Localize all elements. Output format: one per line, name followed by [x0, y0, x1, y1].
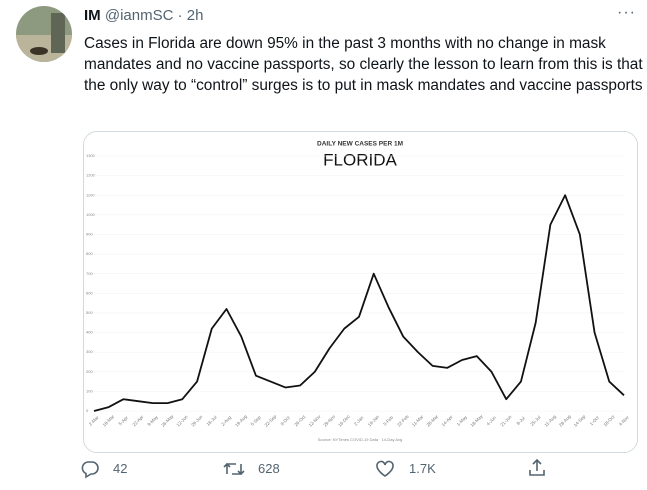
- timestamp[interactable]: 2h: [186, 7, 204, 24]
- x-tick-label: 1-Oct: [589, 415, 601, 427]
- y-tick-label: 1200: [86, 173, 96, 178]
- y-tick-label: 1000: [86, 212, 96, 217]
- retweet-count: 628: [258, 461, 280, 476]
- chart-subtitle: DAILY NEW CASES PER 1M: [317, 141, 403, 148]
- line: [93, 194, 625, 412]
- y-tick-label: 1100: [86, 192, 95, 197]
- reply-count: 42: [113, 461, 128, 476]
- y-tick-label: 900: [86, 232, 93, 237]
- chart-source: Source: NYTimes COVID-19 Data · 14-Day A…: [318, 437, 402, 442]
- media-card[interactable]: DAILY NEW CASES PER 1M FLORIDA Source: N…: [83, 131, 638, 453]
- y-tick-label: 0: [86, 408, 89, 413]
- separator: ·: [177, 7, 183, 24]
- handle[interactable]: @ianmSC: [104, 7, 174, 24]
- y-tick-label: 800: [86, 251, 93, 256]
- y-tick-label: 1300: [86, 153, 96, 158]
- x-tick-label: 2-Jan: [353, 415, 365, 427]
- x-tick-label: 9-Oct: [280, 415, 292, 427]
- x-tick-label: 8-Jul: [516, 416, 526, 426]
- avatar[interactable]: [15, 5, 73, 63]
- x-tick-label: 4-Jun: [486, 415, 498, 427]
- display-name[interactable]: IM: [84, 7, 101, 24]
- like-count: 1.7K: [409, 461, 436, 476]
- y-tick-label: 300: [86, 349, 93, 354]
- y-tick-label: 700: [86, 271, 93, 276]
- like-icon[interactable]: [374, 459, 396, 479]
- y-tick-label: 600: [86, 290, 93, 295]
- y-tick-label: 500: [86, 310, 93, 315]
- chart-bg: [84, 132, 637, 452]
- reply-icon[interactable]: [80, 459, 100, 479]
- chart-title: FLORIDA: [323, 150, 397, 169]
- y-tick-label: 400: [86, 330, 93, 335]
- x-tick-label: 5-Apr: [118, 415, 130, 427]
- more-button[interactable]: ···: [617, 4, 636, 21]
- y-tick-label: 200: [86, 369, 93, 374]
- chart: DAILY NEW CASES PER 1M FLORIDA Source: N…: [84, 132, 637, 452]
- share-icon[interactable]: [527, 458, 547, 478]
- retweet-icon[interactable]: [222, 459, 246, 479]
- author: IM @ianmSC · 2h: [84, 7, 203, 24]
- y-tick-label: 100: [86, 388, 93, 393]
- tweet-text: Cases in Florida are down 95% in the pas…: [84, 35, 643, 94]
